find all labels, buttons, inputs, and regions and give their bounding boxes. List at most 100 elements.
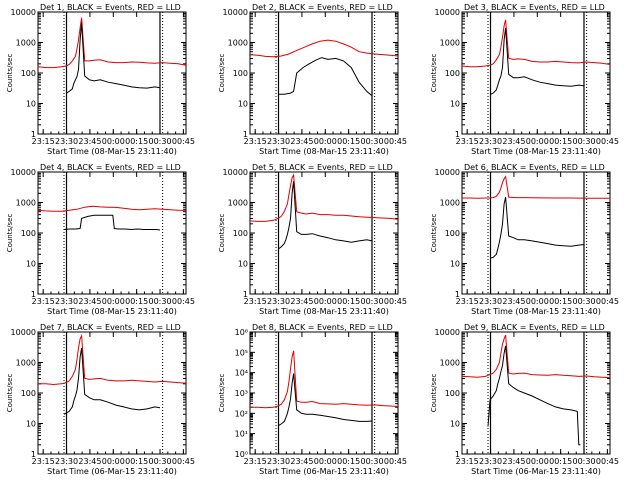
x-tick-label: 00:30 — [148, 137, 171, 146]
panel-det-1: Det 1, BLACK = Events, RED = LLD 1 10 100 10… — [6, 3, 195, 156]
events-series-line — [66, 22, 161, 94]
y-tick-label: 10⁶ — [235, 328, 248, 337]
plot-frame — [249, 331, 399, 455]
lld-series-line — [37, 17, 187, 69]
y-tick-label: 100 — [445, 69, 460, 78]
y-axis-label: Counts/sec — [430, 374, 438, 413]
y-tick-label: 100 — [233, 229, 248, 238]
x-tick-label: 23:30 — [267, 137, 290, 146]
x-tick-label: 00:00 — [526, 297, 549, 306]
y-tick-label: 10 — [238, 100, 248, 109]
y-tick-label: 1000 — [16, 39, 36, 48]
y-tick-label: 1 — [31, 290, 36, 299]
x-tick-label: 23:15 — [32, 297, 55, 306]
panel-det-3: Det 3, BLACK = Events, RED = LLD 1 10 100 10… — [430, 3, 619, 156]
x-tick-label: 00:15 — [337, 297, 360, 306]
plot-frame — [249, 171, 399, 295]
panel-title: Det 4, BLACK = Events, RED = LLD — [40, 163, 181, 172]
panel-title: Det 2, BLACK = Events, RED = LLD — [252, 3, 393, 12]
plot-frame — [37, 171, 187, 295]
lld-series-line — [38, 333, 187, 386]
y-tick-label: 10 — [26, 260, 36, 269]
x-tick-label: 23:15 — [456, 457, 479, 466]
x-axis-label: Start Time (06-Mar-15 23:11:40) — [47, 467, 177, 476]
y-tick-label: 100 — [445, 229, 460, 238]
y-tick-label: 10³ — [235, 389, 248, 398]
x-tick-label: 00:45 — [384, 457, 407, 466]
panel-det-9: Det 9, BLACK = Events, RED = LLD 1 10 100 10… — [430, 323, 619, 476]
panel-title: Det 1, BLACK = Events, RED = LLD — [40, 3, 181, 12]
x-tick-label: 23:15 — [244, 137, 267, 146]
x-axis-label: Start Time (08-Mar-15 23:11:40) — [471, 307, 601, 316]
x-tick-label: 00:15 — [549, 137, 572, 146]
y-tick-label: 10000 — [11, 328, 36, 337]
events-series-line — [278, 181, 373, 250]
y-tick-label: 1000 — [440, 39, 460, 48]
x-tick-label: 00:45 — [172, 297, 195, 306]
x-tick-label: 23:15 — [244, 457, 267, 466]
lld-series-line — [37, 205, 187, 212]
y-tick-label: 10 — [238, 260, 248, 269]
x-axis-label: Start Time (08-Mar-15 23:11:40) — [259, 147, 389, 156]
lld-series-line — [461, 19, 611, 68]
x-axis-label: Start Time (08-Mar-15 23:11:40) — [47, 147, 177, 156]
x-tick-label: 00:00 — [314, 457, 337, 466]
y-tick-label: 10² — [235, 409, 248, 418]
x-axis-label: Start Time (08-Mar-15 23:11:40) — [471, 147, 601, 156]
panel-det-5: Det 5, BLACK = Events, RED = LLD 1 10 100 10… — [218, 163, 407, 316]
y-tick-label: 100 — [445, 389, 460, 398]
y-tick-label: 1 — [455, 130, 460, 139]
x-tick-label: 00:15 — [125, 457, 148, 466]
x-tick-label: 00:45 — [596, 457, 619, 466]
lld-series-line — [249, 173, 399, 222]
y-tick-label: 10 — [450, 420, 460, 429]
x-tick-label: 23:45 — [290, 297, 313, 306]
y-tick-label: 10000 — [223, 168, 248, 177]
panel-title: Det 5, BLACK = Events, RED = LLD — [252, 163, 393, 172]
y-axis-label: Counts/sec — [6, 374, 14, 413]
plot-frame — [461, 11, 611, 135]
panel-title: Det 9, BLACK = Events, RED = LLD — [464, 323, 605, 332]
x-tick-label: 00:30 — [572, 457, 595, 466]
x-tick-label: 00:00 — [526, 457, 549, 466]
x-tick-label: 00:00 — [102, 457, 125, 466]
x-tick-label: 23:15 — [244, 297, 267, 306]
y-tick-label: 1000 — [228, 39, 248, 48]
x-tick-label: 00:00 — [526, 137, 549, 146]
y-tick-label: 1000 — [16, 359, 36, 368]
lld-series-line — [249, 39, 399, 58]
panel-det-8: Det 8, BLACK = Events, RED = LLD 10⁰ 10¹ 10… — [218, 323, 407, 476]
x-tick-label: 00:45 — [172, 137, 195, 146]
panel-det-2: Det 2, BLACK = Events, RED = LLD 1 10 100 10… — [218, 3, 407, 156]
x-tick-label: 23:45 — [502, 137, 525, 146]
y-tick-label: 1000 — [440, 199, 460, 208]
y-tick-label: 10 — [450, 260, 460, 269]
y-tick-label: 10000 — [435, 168, 460, 177]
panel-title: Det 8, BLACK = Events, RED = LLD — [252, 323, 393, 332]
events-series-line — [278, 373, 373, 427]
x-tick-label: 00:45 — [596, 137, 619, 146]
plot-frame — [249, 11, 399, 135]
x-tick-label: 23:45 — [502, 457, 525, 466]
x-tick-label: 00:30 — [148, 297, 171, 306]
plot-frame — [37, 331, 187, 455]
x-tick-label: 00:00 — [102, 297, 125, 306]
x-tick-label: 00:00 — [102, 137, 125, 146]
lld-series-line — [461, 334, 611, 379]
x-tick-label: 00:30 — [572, 137, 595, 146]
y-tick-label: 10⁰ — [235, 450, 248, 459]
y-axis-label: Counts/sec — [218, 214, 226, 253]
x-tick-label: 00:00 — [314, 137, 337, 146]
y-tick-label: 1000 — [228, 199, 248, 208]
y-axis-label: Counts/sec — [218, 374, 226, 413]
y-tick-label: 1 — [455, 290, 460, 299]
x-tick-label: 23:30 — [267, 457, 290, 466]
y-tick-label: 1 — [31, 130, 36, 139]
y-tick-label: 1000 — [440, 359, 460, 368]
panel-title: Det 6, BLACK = Events, RED = LLD — [464, 163, 605, 172]
x-tick-label: 23:15 — [456, 137, 479, 146]
x-axis-label: Start Time (06-Mar-15 23:11:40) — [471, 467, 601, 476]
y-tick-label: 100 — [21, 69, 36, 78]
x-tick-label: 00:45 — [384, 297, 407, 306]
y-tick-label: 1 — [243, 290, 248, 299]
